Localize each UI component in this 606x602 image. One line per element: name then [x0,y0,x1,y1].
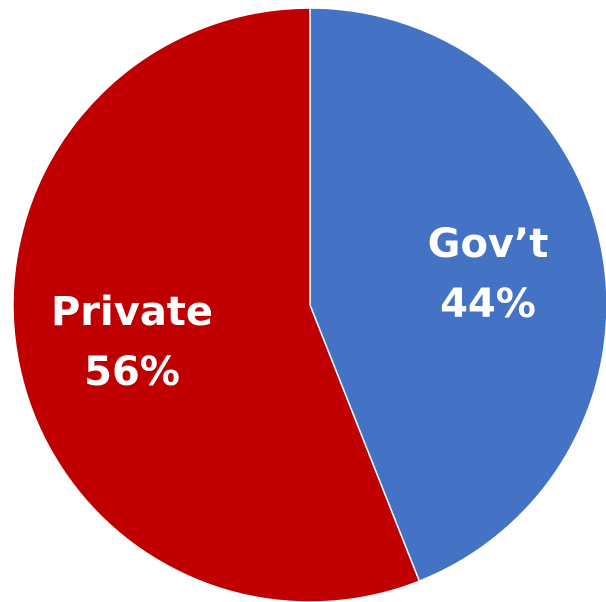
pie-slices [12,7,606,602]
slice-value-gov-t: 44% [440,281,536,327]
slice-value-private: 56% [84,349,180,395]
pie-slice-private [12,7,421,602]
pie-slice-gov-t [309,7,606,583]
slice-label-private: Private [51,289,213,335]
slice-label-gov-t: Gov’t [428,221,549,267]
pie-labels: Gov’t 44% Private 56% [51,221,548,395]
